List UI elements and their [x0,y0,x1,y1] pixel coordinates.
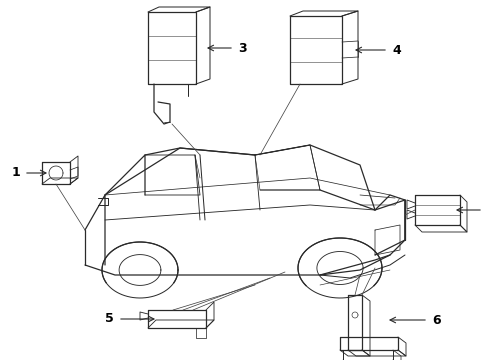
Text: 6: 6 [431,314,440,327]
Text: 3: 3 [238,41,246,54]
Text: 2: 2 [486,203,488,216]
Text: 5: 5 [105,312,114,325]
Text: 4: 4 [391,44,400,57]
Text: 1: 1 [11,166,20,180]
